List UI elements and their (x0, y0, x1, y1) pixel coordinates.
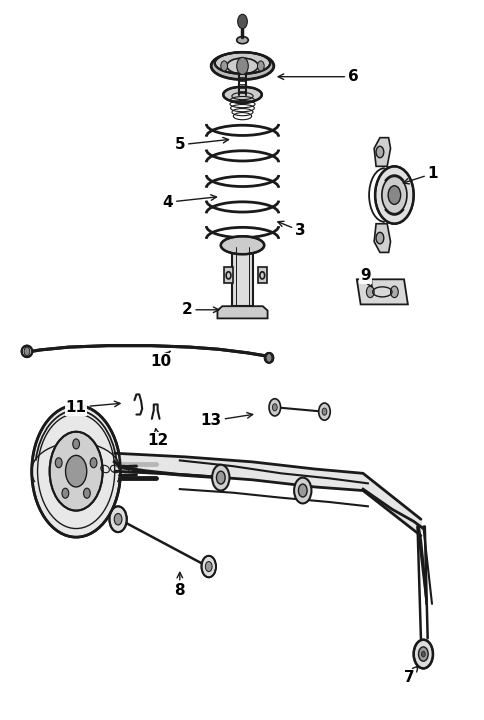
Circle shape (65, 455, 87, 487)
Circle shape (201, 556, 215, 577)
Circle shape (374, 166, 413, 224)
Ellipse shape (236, 37, 248, 44)
Circle shape (375, 233, 383, 244)
Circle shape (418, 647, 427, 661)
Text: 13: 13 (200, 413, 252, 428)
Text: 1: 1 (403, 166, 438, 184)
Circle shape (114, 513, 121, 525)
Circle shape (298, 484, 306, 497)
Polygon shape (224, 267, 232, 283)
Circle shape (269, 399, 280, 416)
Circle shape (205, 562, 212, 572)
Text: 8: 8 (174, 572, 185, 598)
Circle shape (381, 176, 406, 214)
Circle shape (318, 403, 330, 420)
Circle shape (375, 146, 383, 158)
Text: 11: 11 (65, 400, 120, 415)
Circle shape (293, 477, 311, 503)
Polygon shape (373, 224, 390, 253)
Ellipse shape (220, 236, 264, 254)
Circle shape (421, 651, 424, 657)
Circle shape (387, 186, 400, 204)
Circle shape (266, 354, 272, 362)
Polygon shape (231, 247, 253, 306)
Circle shape (366, 286, 373, 297)
Ellipse shape (264, 353, 273, 363)
Circle shape (390, 286, 397, 297)
Circle shape (73, 439, 79, 449)
Circle shape (55, 458, 62, 468)
Ellipse shape (211, 53, 273, 80)
Text: 12: 12 (147, 428, 168, 448)
Text: 9: 9 (360, 268, 371, 287)
Text: 3: 3 (277, 221, 305, 238)
Circle shape (32, 405, 120, 537)
Circle shape (321, 408, 326, 415)
Circle shape (212, 464, 229, 490)
Circle shape (257, 61, 264, 71)
Text: 7: 7 (403, 666, 417, 685)
Polygon shape (373, 138, 390, 166)
Text: 4: 4 (162, 194, 216, 210)
Circle shape (237, 14, 247, 29)
Circle shape (413, 639, 432, 668)
Circle shape (90, 458, 97, 468)
Circle shape (236, 58, 248, 75)
Text: 6: 6 (278, 69, 358, 84)
Circle shape (24, 347, 30, 356)
Text: 5: 5 (174, 138, 228, 153)
Ellipse shape (22, 346, 32, 357)
Circle shape (83, 488, 90, 498)
Polygon shape (356, 279, 407, 305)
Text: 2: 2 (182, 302, 218, 318)
Polygon shape (257, 267, 266, 283)
Circle shape (272, 404, 277, 411)
Circle shape (216, 471, 225, 484)
Circle shape (220, 61, 227, 71)
Circle shape (109, 506, 126, 532)
Ellipse shape (223, 86, 261, 102)
Polygon shape (217, 306, 267, 318)
Circle shape (49, 432, 103, 510)
Text: 10: 10 (150, 351, 171, 369)
Circle shape (62, 488, 69, 498)
Ellipse shape (214, 53, 270, 74)
